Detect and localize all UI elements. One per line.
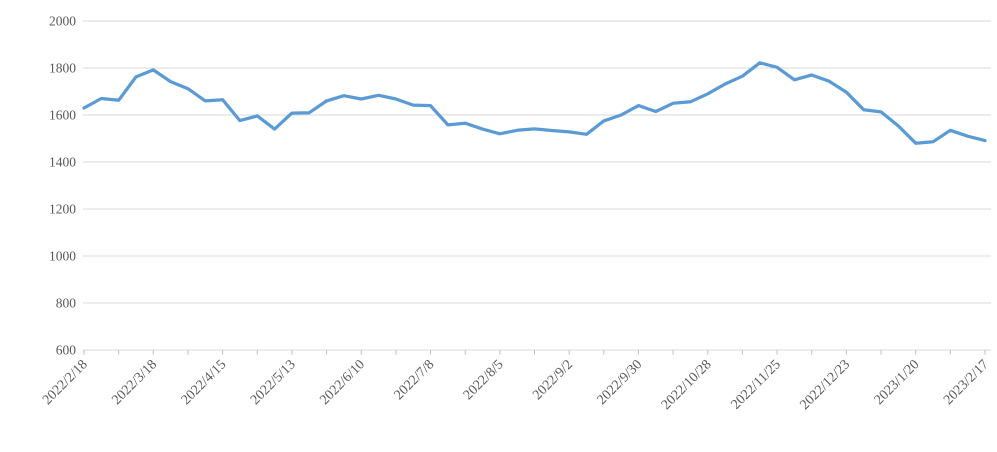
- x-axis-label: 2022/8/5: [461, 357, 507, 403]
- x-axis-label: 2022/11/25: [729, 357, 784, 412]
- y-axis-label: 2000: [49, 14, 76, 29]
- x-axis-label: 2022/6/10: [317, 357, 368, 408]
- y-axis-label: 1600: [49, 108, 76, 123]
- x-axis-label: 2023/1/20: [872, 357, 923, 408]
- y-axis-label: 600: [56, 343, 77, 358]
- x-axis-label: 2022/10/28: [659, 357, 715, 413]
- x-axis-label: 2022/12/23: [798, 357, 854, 413]
- y-axis-label: 1200: [49, 202, 76, 217]
- x-axis-label: 2022/9/2: [530, 357, 576, 403]
- x-axis-label: 2022/7/8: [392, 357, 438, 403]
- y-axis-label: 1400: [49, 155, 76, 170]
- data-series-line: [82, 61, 987, 145]
- x-axis-label: 2022/5/13: [248, 357, 299, 408]
- y-axis-label: 1800: [49, 61, 76, 76]
- x-axis-label: 2022/9/30: [595, 357, 646, 408]
- x-axis-label: 2022/4/15: [179, 357, 230, 408]
- x-axis-label: 2022/3/18: [109, 357, 160, 408]
- y-axis-label: 800: [56, 296, 77, 311]
- x-axis-label: 2022/2/18: [40, 357, 91, 408]
- x-axis-label: 2023/2/17: [941, 357, 992, 408]
- y-axis-label: 1000: [49, 249, 76, 264]
